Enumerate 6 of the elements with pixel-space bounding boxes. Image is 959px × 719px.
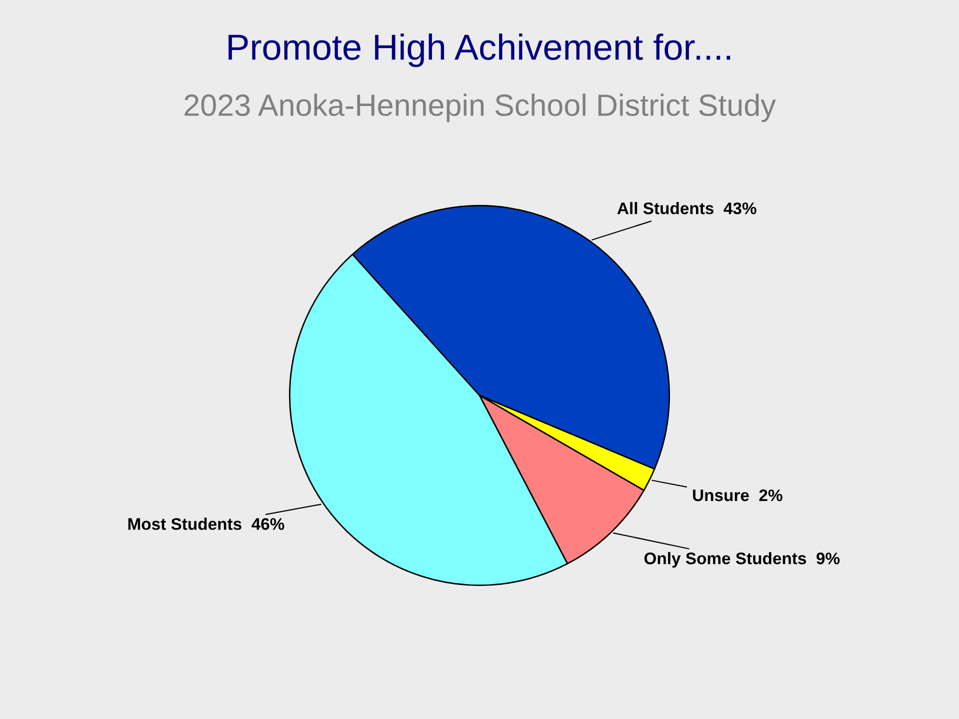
slice-label: Most Students 46% (128, 518, 284, 530)
slice-label: Only Some Students 9% (644, 552, 840, 568)
slice-label: All Students 43% (617, 202, 756, 214)
chart-subtitle: 2023 Anoka-Hennepin School District Study (184, 94, 776, 122)
slice-label: Unsure 2% (693, 489, 782, 502)
chart-title: Promote High Achivement for.... (228, 34, 730, 68)
